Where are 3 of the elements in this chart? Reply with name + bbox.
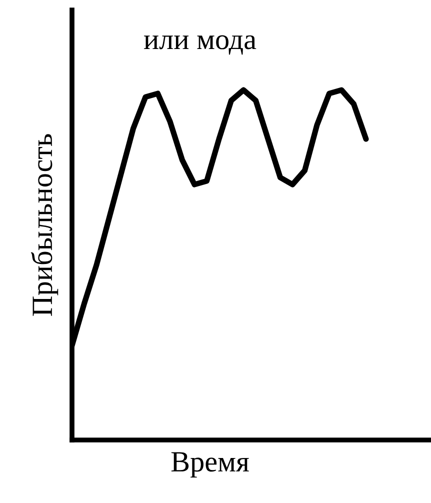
y-axis-title: Прибыльность: [31, 134, 58, 316]
x-axis-title: Время: [171, 452, 249, 478]
chart-title: или мода: [144, 35, 256, 55]
